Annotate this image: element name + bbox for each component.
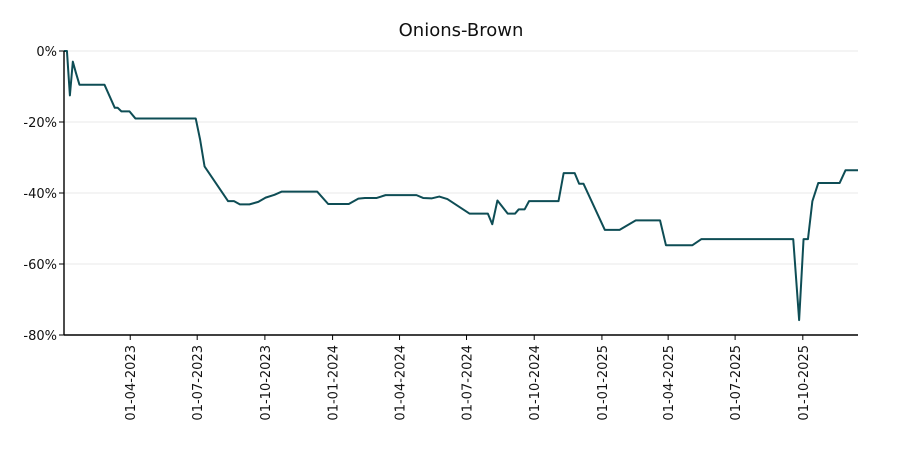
x-tick-label: 01-07-2025 [729,345,744,421]
y-tick-label: -80% [23,329,57,344]
x-axis-ticks: 01-04-2023 01-07-2023 01-10-2023 01-01-2024… [124,335,812,421]
y-tick-label: -60% [23,258,57,273]
series-line [64,50,858,322]
y-tick-label: 0% [36,45,57,60]
x-tick-label: 01-01-2025 [596,345,611,421]
x-tick-label: 01-07-2024 [461,345,476,421]
x-tick-label: 01-07-2023 [191,345,206,421]
y-tick-label: -20% [23,116,57,131]
x-tick-label: 01-10-2023 [259,345,274,421]
y-axis-ticks: 0% -20% -40% -60% -80% [23,45,64,344]
x-tick-label: 01-01-2024 [327,345,342,421]
x-tick-label: 01-10-2025 [797,345,812,421]
x-tick-label: 01-04-2023 [124,345,139,421]
y-tick-label: -40% [23,187,57,202]
chart-title: Onions-Brown [399,20,524,41]
series-layer [64,50,858,322]
grid-lines [64,50,858,336]
x-tick-label: 01-10-2024 [528,345,543,421]
x-tick-label: 01-04-2025 [662,345,677,421]
x-tick-label: 01-04-2024 [394,345,409,421]
